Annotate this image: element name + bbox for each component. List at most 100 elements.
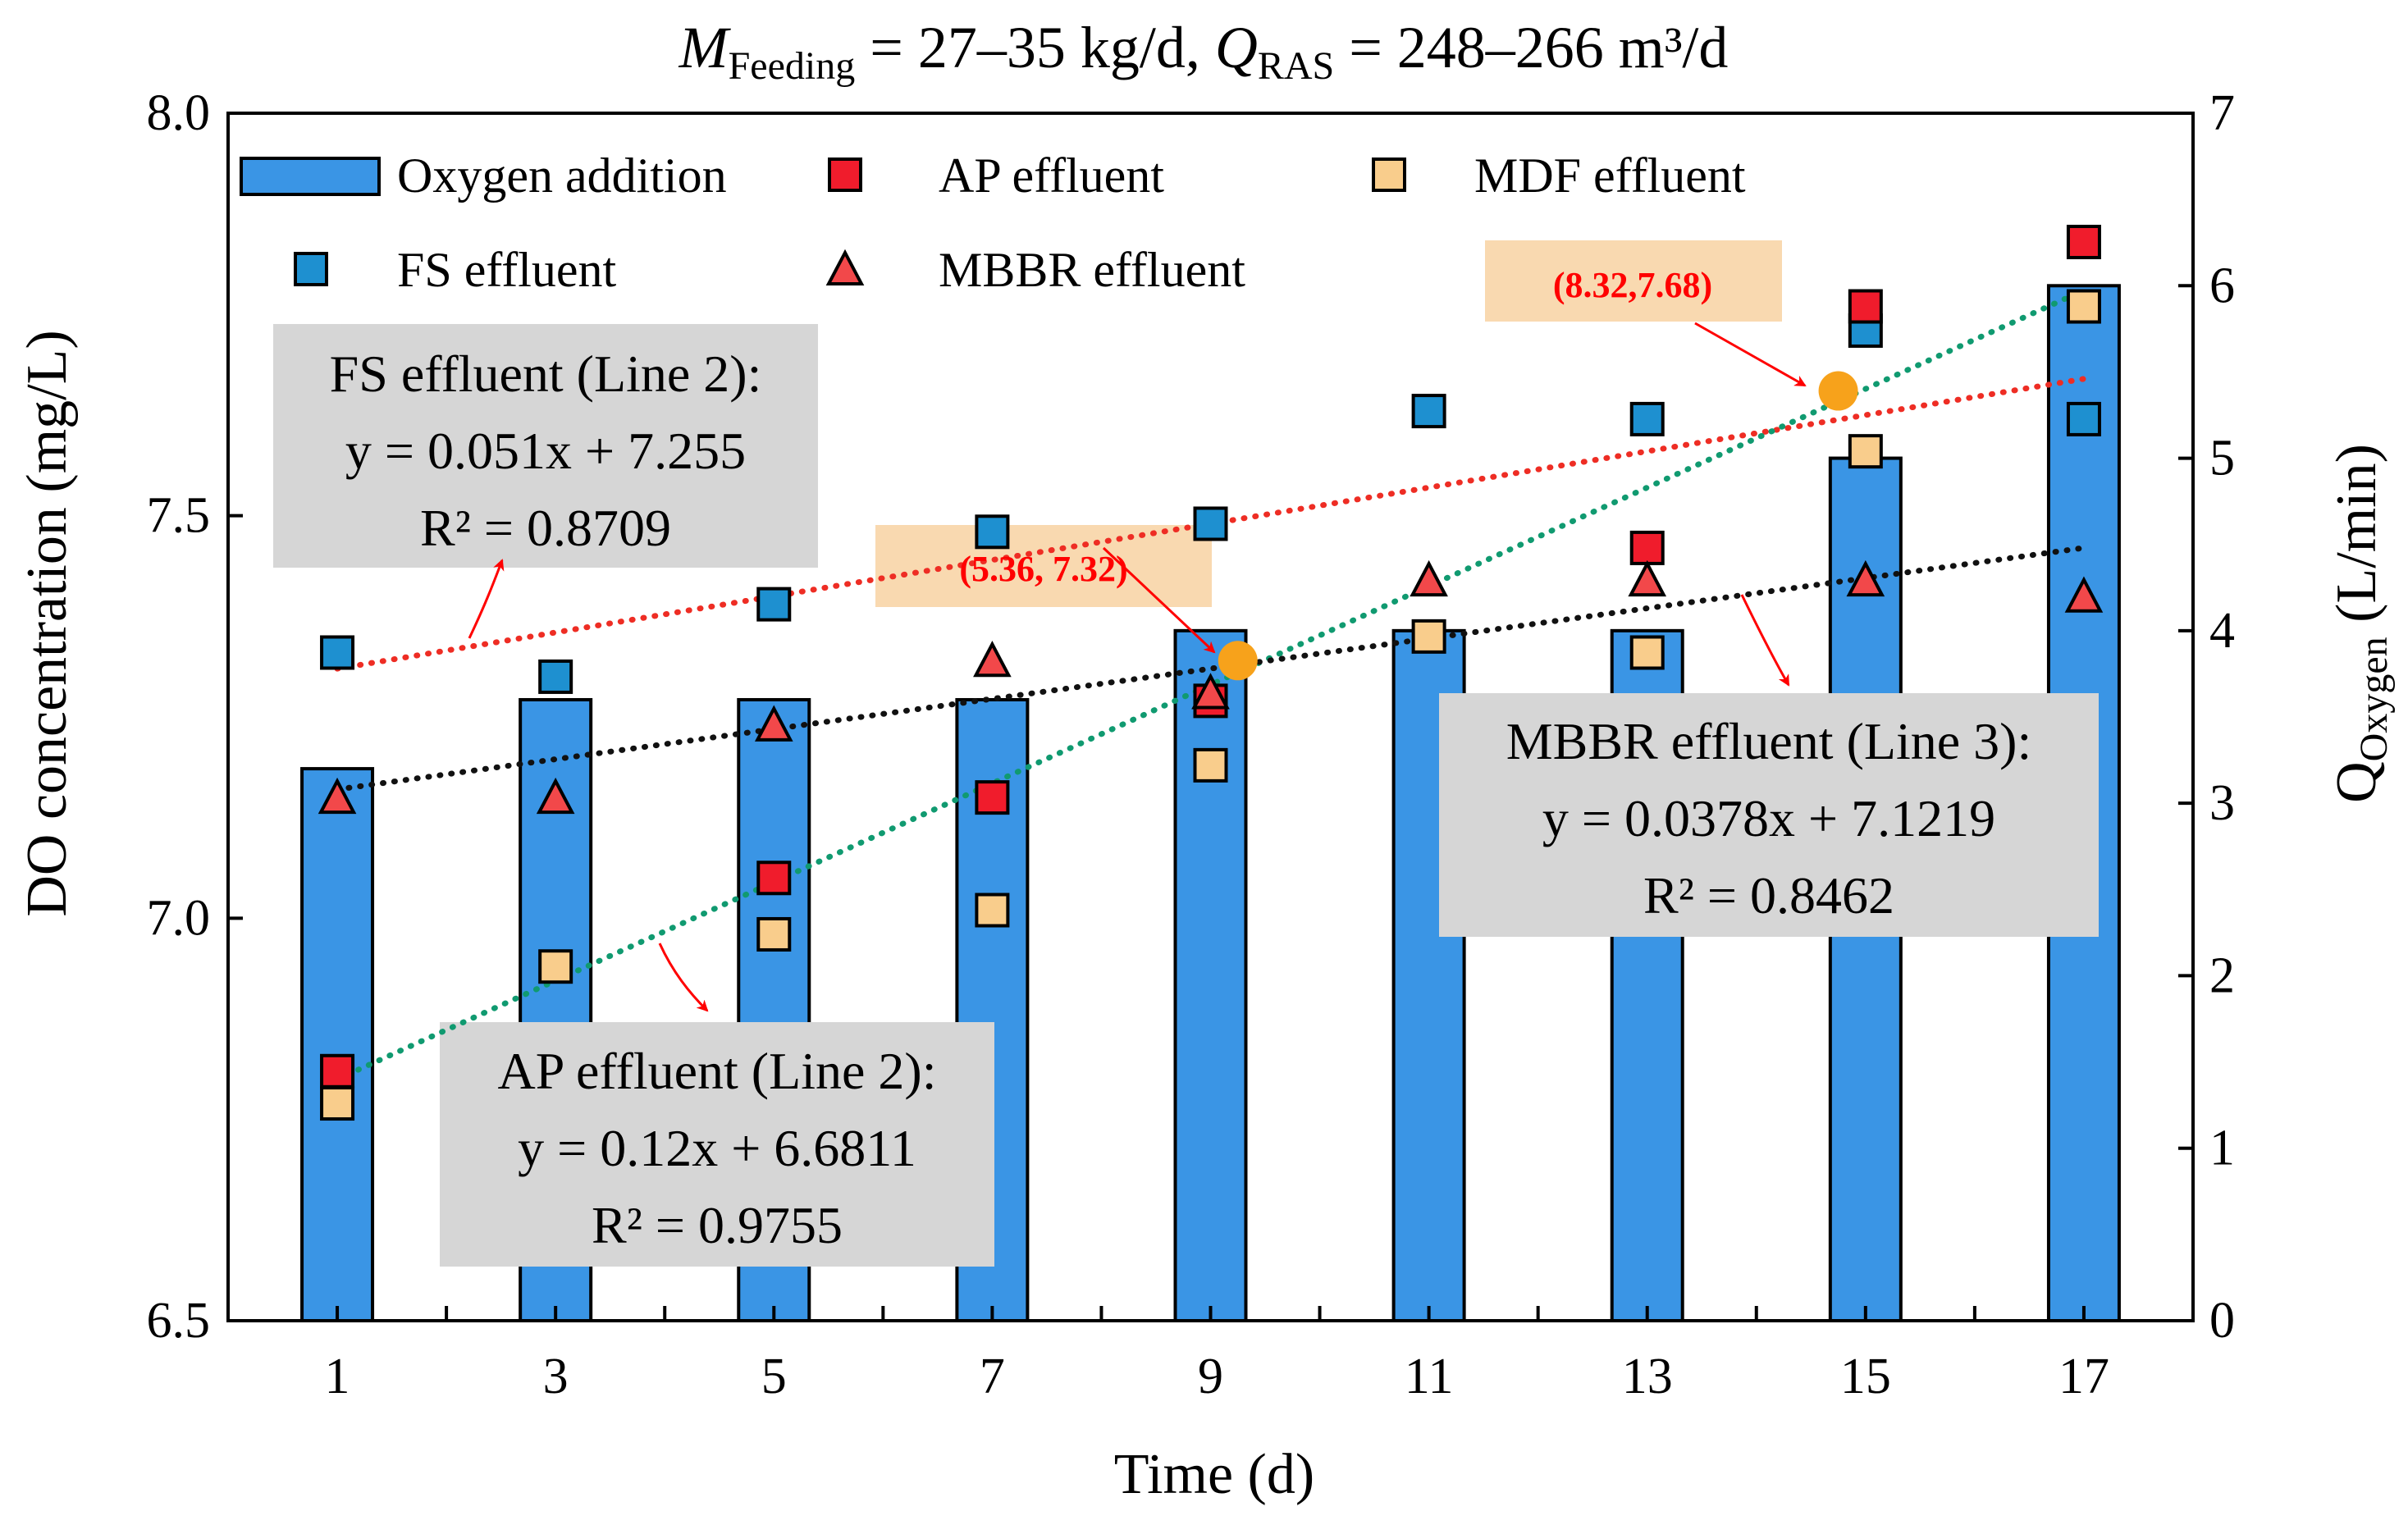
point-fs-effluent-day-7 [975,514,1010,550]
point-fs-effluent-day-11 [1411,394,1446,429]
intersection-arrow-2 [1694,322,1807,387]
chart-title: MFeeding = 27–35 kg/d, QRAS = 248–266 m³… [679,15,1729,88]
point-fs-effluent-day-17 [2066,401,2101,436]
point-mdf-effluent-day-13 [1629,635,1665,670]
legend: Oxygen addition AP effluent MDF effluent FS… [240,148,1746,297]
annotation-texts: (5.36, 7.32) (8.32,7.68) FS effluent (Line… [330,265,2032,1254]
x-tick-label-9: 9 [1198,1349,1223,1404]
y-tick-label-7.5: 7.5 [147,488,211,544]
y2-tick-label-1: 1 [2209,1121,2235,1176]
annotation-2-line-3: R² = 0.9755 [592,1196,843,1254]
annotation-boxes [273,240,2099,1267]
point-mbbr-effluent-day-5 [754,705,793,742]
point-mbbr-effluent-day-17 [2064,576,2104,613]
point-mbbr-effluent-day-15 [1846,559,1885,597]
annotation-pointer-1 [468,559,505,639]
title-m-symbol: M [679,15,732,80]
x-tick-label-13: 13 [1622,1349,1673,1404]
x-tick-label-1: 1 [325,1349,350,1404]
point-fs-effluent-day-5 [756,587,792,622]
title-m-subscript: Feeding [729,44,856,88]
point-fs-effluent-day-9 [1193,506,1228,541]
y2-tick-label-3: 3 [2209,775,2235,831]
annotation-3-line-2: y = 0.0378x + 7.1219 [1542,789,1995,847]
y-axis-title: DO concentration (mg/L) [16,330,79,916]
point-fs-effluent-day-13 [1629,401,1665,436]
point-ap-effluent-day-13 [1629,530,1665,565]
x-tick-label-15: 15 [1840,1349,1891,1404]
point-ap-effluent-day-5 [756,861,792,896]
point-mbbr-effluent-day-13 [1628,559,1667,597]
x-tick-label-7: 7 [980,1349,1005,1404]
legend-label-mbbr-effluent: MBBR effluent [939,243,1245,297]
legend-label-fs-effluent: FS effluent [397,243,617,297]
annotation-2-line-1: AP effluent (Line 2): [498,1042,937,1100]
legend-label-oxygen-addition: Oxygen addition [397,148,727,203]
point-mdf-effluent-day-5 [756,916,792,952]
y2-tick-label-4: 4 [2209,603,2235,659]
y-tick-label-8.0: 8.0 [147,85,211,141]
annotation-1-line-2: y = 0.051x + 7.255 [345,422,746,480]
y2-title-main: Q [2325,761,2388,803]
point-ap-effluent-day-1 [320,1053,355,1089]
legend-label-mdf-effluent: MDF effluent [1474,148,1746,203]
y-tick-label-7.0: 7.0 [147,890,211,946]
x-tick-label-5: 5 [761,1349,787,1404]
point-mdf-effluent-day-17 [2066,289,2101,324]
points-layer [318,225,2104,1121]
y2-title-sub: Oxygen [2352,637,2396,761]
point-ap-effluent-day-15 [1848,289,1883,324]
trendline-ap-effluent [334,287,2087,1083]
y2-tick-label-0: 0 [2209,1293,2235,1349]
legend-swatch-fs-effluent [294,252,328,286]
point-mdf-effluent-day-1 [320,1086,355,1121]
legend-swatch-ap-effluent [828,158,862,192]
annotation-box-3 [1439,693,2099,937]
annotation-3-line-1: MBBR effluent (Line 3): [1506,712,2032,770]
point-ap-effluent-day-7 [975,780,1010,815]
annotation-pointer-3 [1740,594,1790,687]
y2-axis-title: QOxygen (L/min) [2325,444,2396,803]
trendline-mbbr-effluent [334,545,2087,792]
y2-tick-label-5: 5 [2209,431,2235,486]
x-tick-label-17: 17 [2058,1349,2109,1404]
x-tick-label-11: 11 [1405,1349,1454,1404]
title-m-value: = 27–35 kg/d, [855,15,1215,80]
point-mdf-effluent-day-11 [1411,619,1446,654]
point-mdf-effluent-day-9 [1193,747,1228,783]
intersection-point-1 [1218,641,1258,681]
annotation-box-2 [440,1022,994,1267]
legend-swatch-mbbr-effluent [825,249,865,285]
annotation-3-line-3: R² = 0.8462 [1643,866,1894,925]
point-fs-effluent-day-1 [320,635,355,670]
point-mdf-effluent-day-3 [538,949,573,984]
intersection-label-2: (8.32,7.68) [1553,265,1712,305]
y-tick-label-6.5: 6.5 [147,1293,211,1349]
y2-tick-label-7: 7 [2209,85,2235,141]
intersection-arrow-1 [1102,546,1216,654]
title-q-subscript: RAS [1258,44,1334,88]
intersection-label-1: (5.36, 7.32) [959,549,1127,589]
annotation-1-line-3: R² = 0.8709 [420,499,671,557]
title-q-value: = 248–266 m³/d [1334,15,1728,80]
y2-tick-label-6: 6 [2209,258,2235,313]
intersection-label-box-1 [875,525,1212,607]
point-mbbr-effluent-day-3 [536,777,575,815]
legend-label-ap-effluent: AP effluent [939,148,1164,203]
annotation-box-1 [273,324,818,568]
y2-title-unit: (L/min) [2325,444,2388,637]
y2-tick-label-2: 2 [2209,947,2235,1003]
bar-oxygen-day-9 [1173,628,1248,1322]
point-fs-effluent-day-3 [538,659,573,694]
point-mbbr-effluent-day-1 [318,777,357,815]
intersection-label-box-2 [1485,240,1782,322]
annotation-2-line-2: y = 0.12x + 6.6811 [518,1119,916,1177]
point-mbbr-effluent-day-11 [1410,559,1448,597]
point-mbbr-effluent-day-9 [1191,673,1230,710]
point-ap-effluent-day-17 [2066,225,2101,260]
bar-oxygen-day-1 [300,767,375,1322]
intersection-point-2 [1818,371,1858,411]
